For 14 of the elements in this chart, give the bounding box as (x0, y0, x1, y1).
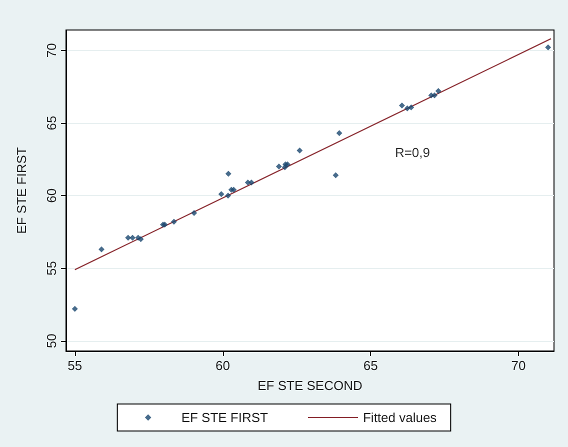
x-tick-label: 65 (363, 358, 378, 373)
y-tick-label: 50 (44, 334, 59, 348)
x-axis-title: EF STE SECOND (258, 378, 362, 393)
y-axis-title: EF STE FIRST (14, 147, 29, 234)
x-tick-label: 55 (68, 358, 82, 373)
legend-label: EF STE FIRST (181, 410, 268, 425)
y-tick-label: 65 (44, 116, 59, 130)
y-tick-label: 55 (44, 260, 59, 276)
x-tick-label: 70 (511, 358, 526, 373)
y-tick-label: 60 (44, 188, 59, 203)
annotation: R=0,9 (394, 145, 430, 160)
x-tick-label: 60 (216, 358, 230, 373)
y-tick-label: 70 (44, 43, 59, 58)
legend-label: Fitted values (362, 410, 438, 425)
